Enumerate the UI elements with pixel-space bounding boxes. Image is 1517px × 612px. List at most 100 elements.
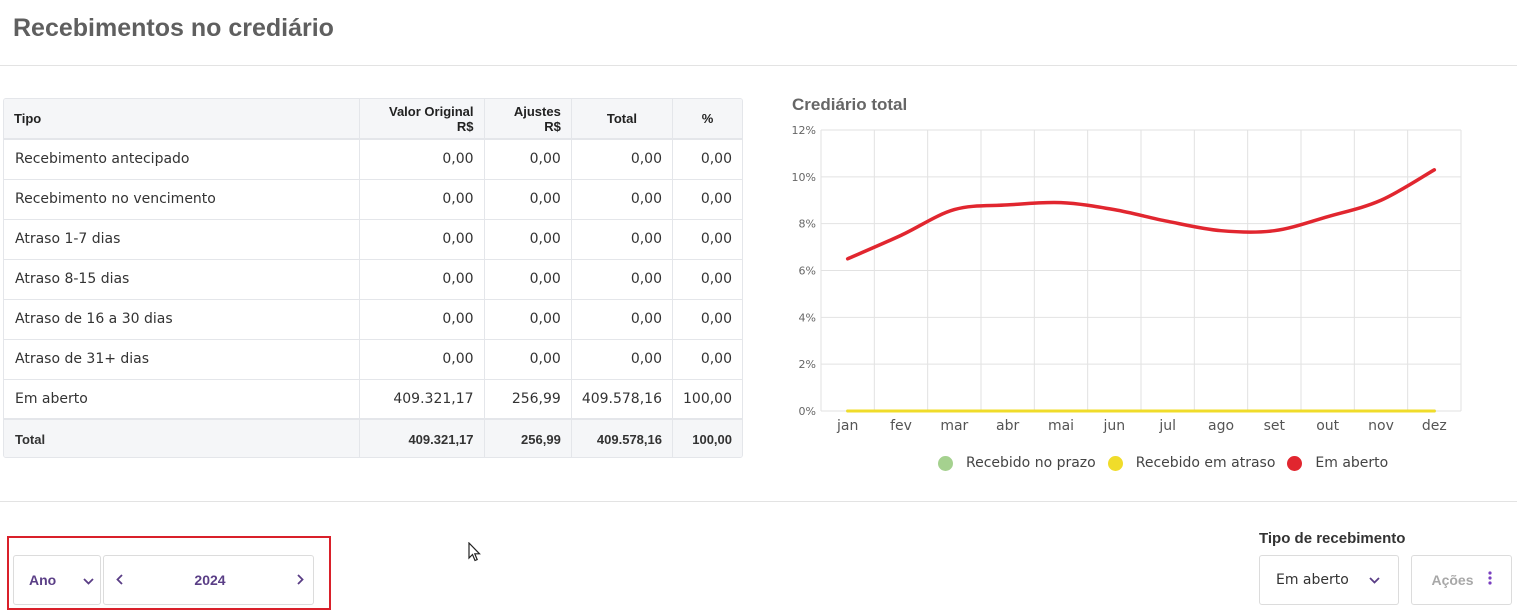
cell-tipo: Recebimento antecipado [4,139,361,180]
y-tick-label: 6% [799,265,816,278]
table-row: Atraso 1-7 dias 0,00 0,00 0,00 0,00 [4,219,742,260]
legend-item-recebido-no-prazo[interactable]: Recebido no prazo [938,455,1096,471]
cell-valor-original: 0,00 [359,139,485,180]
cell-percent: 0,00 [672,219,742,260]
y-tick-label: 10% [792,171,816,184]
x-tick-label: ago [1208,418,1234,434]
period-select-value: Ano [29,572,57,588]
x-tick-label: mai [1048,418,1074,434]
column-header-total[interactable]: Total [571,99,673,140]
cell-total-ajustes: 256,99 [484,418,572,457]
table-total-row: Total 409.321,17 256,99 409.578,16 100,0… [4,418,742,457]
legend-item-recebido-em-atraso[interactable]: Recebido em atraso [1107,455,1275,471]
y-tick-label: 8% [799,218,816,231]
chevron-down-icon [83,572,94,588]
table-row: Atraso de 16 a 30 dias 0,00 0,00 0,00 0,… [4,299,742,340]
y-tick-label: 0% [799,405,816,418]
x-tick-label: jul [1158,418,1176,434]
legend-dot [938,455,953,471]
cell-ajustes: 0,00 [484,339,572,380]
acoes-button[interactable]: Ações [1411,555,1512,605]
cell-valor-original: 0,00 [359,259,485,300]
cell-total: 0,00 [571,259,673,300]
legend-dot [1287,455,1303,471]
kebab-icon [1487,571,1492,589]
cell-tipo: Atraso de 31+ dias [4,339,361,380]
column-header-valor-original[interactable]: Valor Original R$ [359,99,485,140]
cell-percent: 0,00 [672,179,742,220]
table-row: Atraso de 31+ dias 0,00 0,00 0,00 0,00 [4,339,742,380]
period-select[interactable]: Ano [13,555,101,605]
cell-percent: 100,00 [672,379,742,420]
page-title: Recebimentos no crediário [13,14,334,42]
x-tick-label: dez [1422,418,1447,434]
x-tick-label: nov [1368,418,1394,434]
line-chart: 0% 2% 4% 6% 8% 10% 12% jan fev mar abr mai jun jul ago… [792,124,1462,434]
chevron-right-icon[interactable] [297,572,304,588]
legend-item-em-aberto[interactable]: Em aberto [1287,455,1388,471]
cell-total: 0,00 [571,139,673,180]
chevron-down-icon [1369,572,1380,588]
x-tick-label: jun [1103,418,1126,434]
y-tick-label: 2% [799,358,816,371]
x-tick-label: fev [890,418,912,434]
cell-ajustes: 0,00 [484,139,572,180]
year-navigator: 2024 [103,555,314,605]
cell-tipo: Recebimento no vencimento [4,179,361,220]
cell-total: 409.578,16 [571,379,673,420]
acoes-label: Ações [1431,572,1474,588]
cell-percent: 0,00 [672,339,742,380]
cell-total: 0,00 [571,179,673,220]
cell-total: 0,00 [571,339,673,380]
column-header-ajustes[interactable]: Ajustes R$ [484,99,572,140]
cell-total: 0,00 [571,219,673,260]
legend-label: Recebido no prazo [966,455,1096,471]
legend-dot [1107,455,1123,471]
column-header-percent[interactable]: % [672,99,742,140]
x-tick-label: mar [940,418,968,434]
cell-tipo: Atraso 8-15 dias [4,259,361,300]
x-tick-label: out [1316,418,1339,434]
x-tick-label: jan [836,418,858,434]
table-row: Recebimento no vencimento 0,00 0,00 0,00… [4,179,742,220]
cell-valor-original: 0,00 [359,299,485,340]
cell-tipo: Atraso de 16 a 30 dias [4,299,361,340]
cell-valor-original: 0,00 [359,179,485,220]
series-line-em-aberto [845,168,1437,261]
cell-percent: 0,00 [672,299,742,340]
cell-total-valor-original: 409.321,17 [359,418,485,457]
tipo-recebimento-value: Em aberto [1276,572,1349,588]
cell-ajustes: 0,00 [484,299,572,340]
cell-valor-original: 409.321,17 [359,379,485,420]
chart-legend: Recebido no prazo Recebido em atraso Em … [938,455,1400,471]
cell-ajustes: 0,00 [484,179,572,220]
y-tick-label: 12% [792,124,816,137]
cell-percent: 0,00 [672,139,742,180]
mouse-cursor-icon [468,541,482,567]
cell-valor-original: 0,00 [359,339,485,380]
period-highlight-box [7,536,331,610]
tipo-recebimento-select[interactable]: Em aberto [1259,555,1399,605]
cell-total: 0,00 [571,299,673,340]
column-header-tipo[interactable]: Tipo [4,99,361,140]
chevron-left-icon[interactable] [116,572,123,588]
cell-total-label: Total [4,418,361,457]
cell-ajustes: 0,00 [484,259,572,300]
table-row: Em aberto 409.321,17 256,99 409.578,16 1… [4,379,742,420]
cell-valor-original: 0,00 [359,219,485,260]
cell-total-total: 409.578,16 [571,418,673,457]
chart-title: Crediário total [792,95,908,114]
cell-ajustes: 256,99 [484,379,572,420]
receipts-table: Tipo Valor Original R$ Ajustes R$ Total … [3,98,743,458]
year-value: 2024 [194,572,226,588]
table-header-row: Tipo Valor Original R$ Ajustes R$ Total … [4,99,742,140]
cell-ajustes: 0,00 [484,219,572,260]
tipo-recebimento-label: Tipo de recebimento [1259,530,1406,547]
cell-tipo: Em aberto [4,379,361,420]
cell-percent: 0,00 [672,259,742,300]
x-tick-label: set [1264,418,1286,434]
cell-tipo: Atraso 1-7 dias [4,219,361,260]
y-tick-label: 4% [799,311,816,324]
divider [0,65,1517,66]
cell-total-percent: 100,00 [672,418,742,457]
